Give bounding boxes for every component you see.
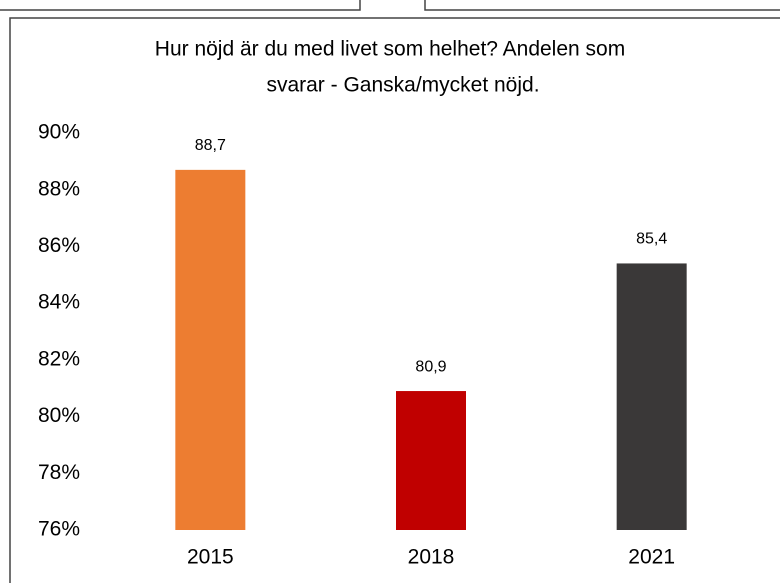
chart-title: svarar - Ganska/mycket nöjd. (266, 74, 539, 97)
y-tick-label: 84% (38, 291, 80, 314)
y-tick-label: 78% (38, 461, 80, 484)
y-tick-label: 90% (38, 121, 80, 144)
y-tick-label: 80% (38, 404, 80, 427)
y-tick-label: 82% (38, 347, 80, 370)
bar (175, 169, 246, 530)
y-tick-label: 86% (38, 234, 80, 257)
data-label: 80,9 (415, 358, 446, 375)
data-label: 85,4 (636, 231, 667, 248)
chart-title: Hur nöjd är du med livet som helhet? And… (155, 38, 625, 61)
x-tick-label: 2018 (408, 546, 455, 569)
x-tick-label: 2021 (628, 546, 675, 569)
y-tick-label: 88% (38, 177, 80, 200)
bar (616, 263, 687, 530)
bar (396, 391, 466, 530)
neighbor-frame (0, 0, 780, 11)
chart-frame (9, 17, 780, 583)
data-label: 88,7 (195, 137, 226, 154)
y-tick-label: 76% (38, 518, 80, 541)
x-tick-label: 2015 (187, 546, 234, 569)
